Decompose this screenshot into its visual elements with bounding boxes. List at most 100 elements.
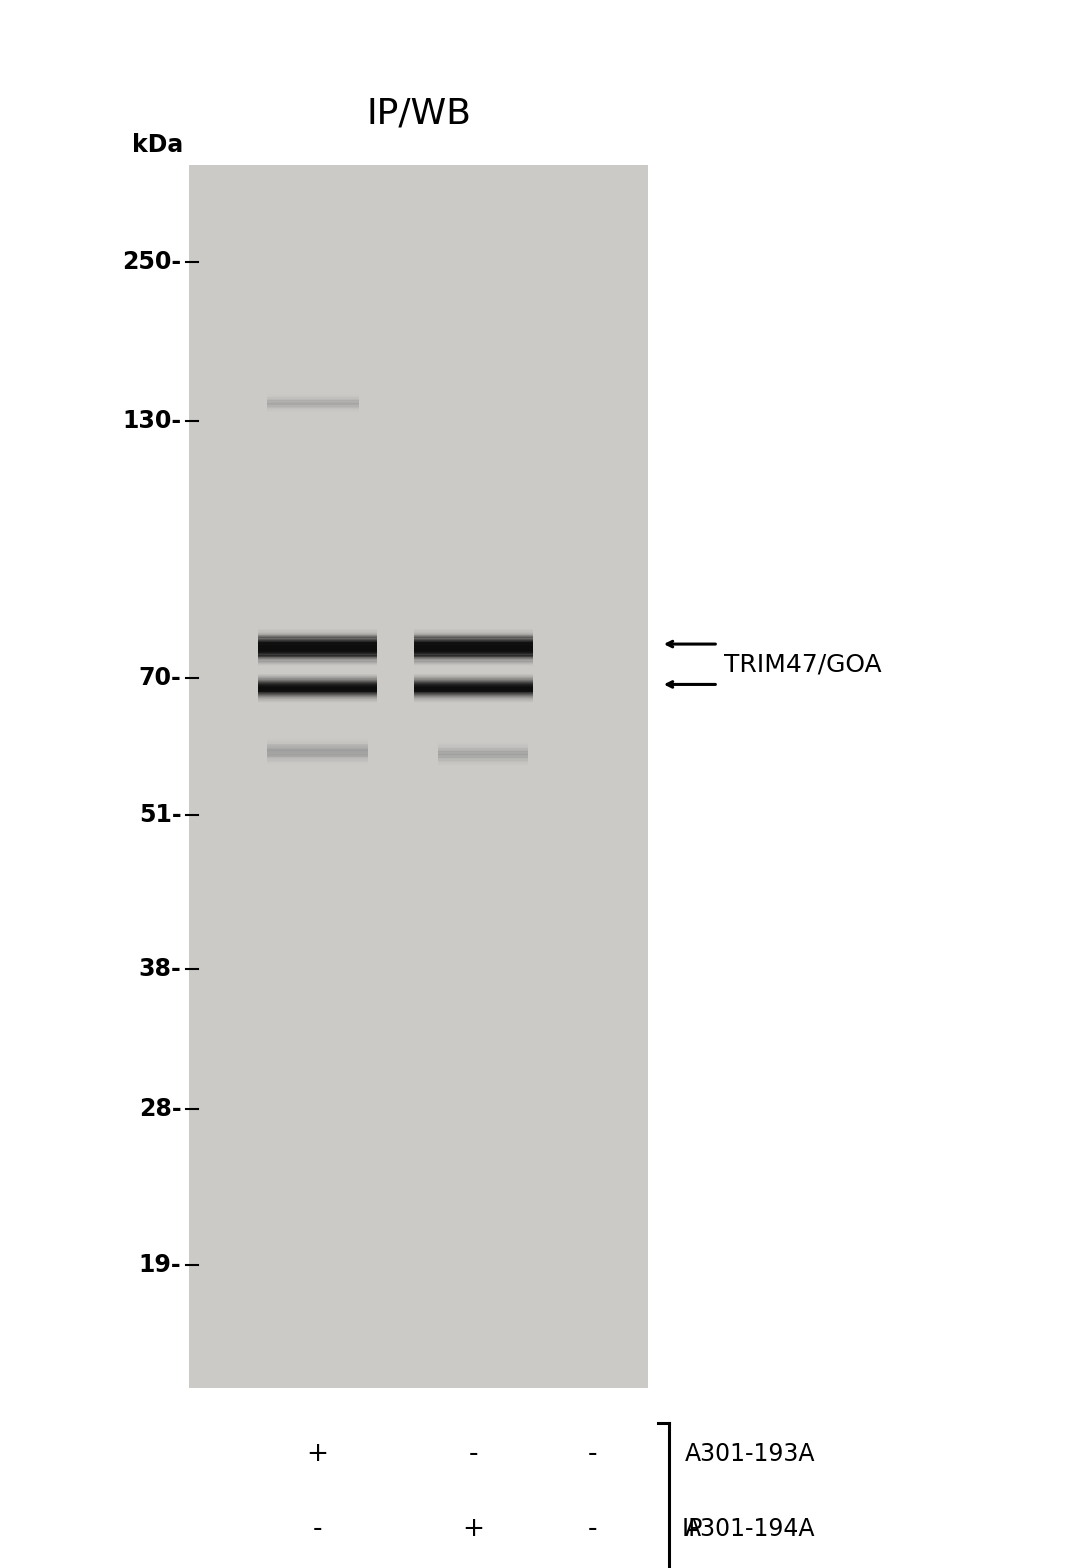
Bar bbox=[414, 652, 534, 654]
Text: -: - bbox=[589, 1516, 597, 1541]
Bar bbox=[258, 681, 377, 682]
Bar bbox=[258, 633, 377, 637]
Bar bbox=[267, 754, 368, 756]
Bar bbox=[267, 759, 368, 762]
Bar bbox=[258, 648, 377, 649]
Bar bbox=[267, 750, 368, 753]
Bar bbox=[414, 681, 534, 684]
Bar bbox=[414, 648, 534, 651]
Bar bbox=[414, 677, 534, 679]
Bar bbox=[438, 748, 527, 750]
Bar bbox=[414, 691, 534, 695]
Bar bbox=[258, 635, 377, 638]
Bar bbox=[438, 748, 527, 750]
Bar bbox=[414, 681, 534, 682]
Bar bbox=[414, 685, 534, 687]
Bar bbox=[438, 754, 527, 756]
Bar bbox=[267, 762, 368, 764]
Bar bbox=[438, 753, 527, 754]
Bar bbox=[438, 745, 527, 746]
Bar bbox=[414, 684, 534, 685]
Text: 51-: 51- bbox=[139, 803, 181, 828]
Bar bbox=[414, 679, 534, 681]
Bar bbox=[258, 655, 377, 659]
Bar bbox=[414, 688, 534, 690]
Bar bbox=[438, 764, 527, 765]
Text: -: - bbox=[589, 1441, 597, 1466]
Bar bbox=[258, 674, 377, 677]
Bar bbox=[438, 759, 527, 760]
Bar bbox=[258, 691, 377, 695]
Text: +: + bbox=[462, 1516, 485, 1541]
Bar bbox=[414, 641, 534, 644]
Bar bbox=[258, 637, 377, 640]
Bar bbox=[258, 699, 377, 702]
Bar bbox=[258, 652, 377, 655]
Bar bbox=[438, 753, 527, 754]
Bar bbox=[258, 679, 377, 682]
Bar bbox=[258, 630, 377, 633]
Text: 38-: 38- bbox=[138, 958, 181, 982]
Bar bbox=[438, 759, 527, 760]
Bar bbox=[267, 743, 368, 745]
Bar bbox=[258, 629, 377, 632]
Bar bbox=[267, 748, 368, 750]
Bar bbox=[258, 693, 377, 695]
Bar bbox=[258, 648, 377, 651]
Text: -: - bbox=[469, 1441, 478, 1466]
Bar bbox=[258, 696, 377, 698]
Bar bbox=[258, 643, 377, 646]
Bar bbox=[258, 660, 377, 663]
Bar bbox=[414, 695, 534, 696]
Text: TRIM47/GOA: TRIM47/GOA bbox=[724, 652, 881, 676]
Bar bbox=[258, 699, 377, 701]
Bar bbox=[258, 687, 377, 688]
Bar bbox=[414, 685, 534, 688]
Bar bbox=[267, 751, 368, 753]
Bar bbox=[438, 756, 527, 757]
Bar bbox=[258, 663, 377, 666]
Bar bbox=[258, 685, 377, 688]
Bar bbox=[414, 674, 534, 677]
Bar bbox=[414, 646, 534, 649]
Bar bbox=[258, 641, 377, 644]
Bar bbox=[258, 691, 377, 693]
Bar bbox=[414, 690, 534, 693]
Bar bbox=[414, 632, 534, 635]
Bar bbox=[414, 701, 534, 702]
Bar bbox=[258, 638, 377, 641]
Bar bbox=[267, 746, 368, 748]
Text: -: - bbox=[313, 1516, 322, 1541]
Bar bbox=[414, 652, 534, 655]
Bar bbox=[267, 743, 368, 745]
Bar bbox=[258, 690, 377, 693]
Bar bbox=[414, 660, 534, 663]
Text: 250-: 250- bbox=[122, 251, 181, 274]
Bar bbox=[258, 638, 377, 640]
Bar bbox=[258, 688, 377, 690]
Bar bbox=[267, 760, 368, 764]
Bar bbox=[414, 699, 534, 701]
Bar bbox=[258, 644, 377, 648]
Bar bbox=[258, 674, 377, 676]
Bar bbox=[414, 643, 534, 646]
Bar bbox=[267, 748, 368, 751]
Bar bbox=[258, 690, 377, 691]
Bar bbox=[258, 682, 377, 684]
Bar bbox=[438, 760, 527, 762]
Bar bbox=[438, 764, 527, 767]
Text: 130-: 130- bbox=[122, 409, 181, 433]
Bar bbox=[414, 676, 534, 677]
Bar bbox=[267, 742, 368, 743]
Bar bbox=[267, 764, 368, 765]
Text: 28-: 28- bbox=[139, 1098, 181, 1121]
Bar bbox=[258, 646, 377, 649]
Bar bbox=[414, 657, 534, 660]
Bar bbox=[438, 746, 527, 748]
Bar bbox=[414, 637, 534, 640]
Bar bbox=[438, 743, 527, 745]
Bar bbox=[414, 699, 534, 702]
Bar bbox=[438, 760, 527, 764]
Bar bbox=[414, 698, 534, 699]
Bar bbox=[258, 652, 377, 654]
